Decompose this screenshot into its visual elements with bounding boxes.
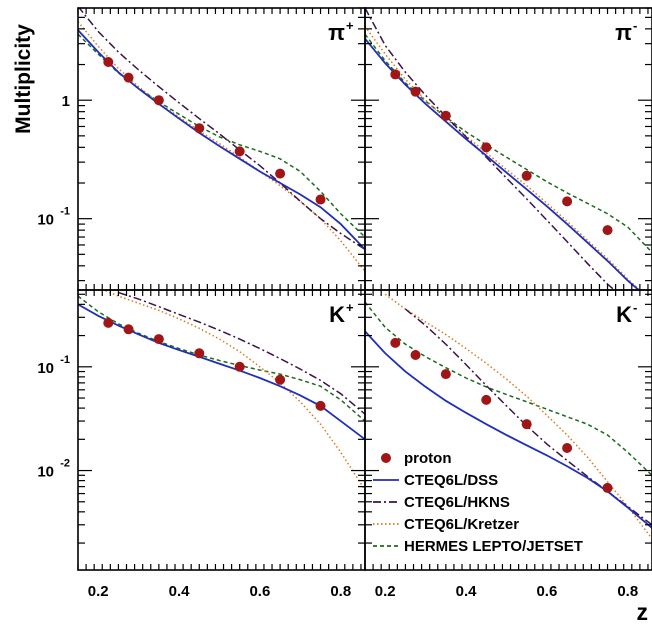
x-tick-label-1-3: 0.8 xyxy=(617,583,638,600)
k-plus-label: K xyxy=(329,302,345,327)
k-minus-point-4 xyxy=(521,419,532,430)
x-tick-label-0-1: 0.4 xyxy=(169,583,191,600)
pi-plus-label: π xyxy=(328,20,345,45)
legend-entry-hkns: CTEQ6L/HKNS xyxy=(373,494,510,511)
k-minus-point-5 xyxy=(562,442,573,453)
pi-minus-curve-dss xyxy=(365,38,641,290)
y-tick-label-0-1: 10 xyxy=(37,212,54,229)
k-plus-point-2 xyxy=(153,334,164,345)
legend-label-kretzer: CTEQ6L/Kretzer xyxy=(404,516,519,533)
pi-plus-point-3 xyxy=(194,123,205,134)
pi-plus-curve-dss xyxy=(78,29,365,251)
k-minus-point-0 xyxy=(390,337,401,348)
pi-minus-point-0 xyxy=(390,69,401,80)
axes-layer: 0.2 0.4 0.6 0.8 0.2 0.4 0.6 0.8 1 -1 10 -1 10 -2 10 xyxy=(37,7,652,600)
x-tick-label-1-0: 0.2 xyxy=(375,583,396,600)
panels-layer: π + π -K + K - xyxy=(78,8,652,540)
pi-minus-point-2 xyxy=(440,110,451,121)
x-tick-label-1-2: 0.6 xyxy=(536,583,557,600)
y-tick-label-0-0: 1 xyxy=(62,93,70,110)
y-tick-label-exp-0-1: -1 xyxy=(60,206,70,218)
panel-pi-plus xyxy=(78,8,365,272)
panel-k-minus xyxy=(365,293,652,540)
legend-entry-dss: CTEQ6L/DSS xyxy=(373,472,498,489)
legend-marker-proton xyxy=(381,453,391,463)
pi-plus-point-2 xyxy=(153,95,164,106)
pi-minus-curve-hermes xyxy=(365,33,652,253)
k-minus-curve-kretzer xyxy=(384,293,652,540)
pi-minus-point-5 xyxy=(562,196,573,207)
k-minus-label-sup: - xyxy=(633,300,637,315)
legend-label-dss: CTEQ6L/DSS xyxy=(404,472,498,489)
panel-frame-0-1 xyxy=(364,7,652,291)
legend-label-proton: proton xyxy=(404,450,451,467)
pi-minus-label-sup: - xyxy=(633,18,637,33)
k-minus-curve-hkns xyxy=(404,308,652,526)
k-plus-curve-hkns xyxy=(118,291,365,415)
k-minus-curve-hermes xyxy=(365,301,652,476)
k-plus-point-4 xyxy=(234,361,245,372)
legend-entry-hermes: HERMES LEPTO/JETSET xyxy=(373,538,583,555)
pi-minus-point-4 xyxy=(521,170,532,181)
legend-label-hkns: CTEQ6L/HKNS xyxy=(404,494,510,511)
k-minus-label: K xyxy=(616,302,632,327)
pi-plus-point-0 xyxy=(103,57,114,68)
panel-pi-minus xyxy=(365,8,652,290)
legend-label-hermes: HERMES LEPTO/JETSET xyxy=(404,538,583,555)
pi-minus-point-1 xyxy=(410,86,421,97)
pi-minus-point-3 xyxy=(481,142,492,153)
pi-plus-curve-kretzer xyxy=(78,21,365,272)
x-tick-label-1-1: 0.4 xyxy=(456,583,478,600)
k-minus-point-3 xyxy=(481,394,492,405)
panel-frame-1-0 xyxy=(77,289,366,571)
legend-entry-proton: proton xyxy=(381,450,451,467)
x-tick-label-0-3: 0.8 xyxy=(330,583,351,600)
k-minus-point-1 xyxy=(410,349,421,360)
k-minus-point-6 xyxy=(602,482,613,493)
pi-minus-curve-hkns xyxy=(365,8,616,290)
pi-minus-label: π xyxy=(615,20,632,45)
x-tick-label-0-0: 0.2 xyxy=(88,583,109,600)
pi-plus-point-4 xyxy=(234,146,245,157)
k-plus-point-1 xyxy=(123,324,134,335)
y-tick-label-exp-1-1: -2 xyxy=(60,458,70,470)
k-plus-point-3 xyxy=(194,348,205,359)
pi-plus-point-6 xyxy=(315,194,326,205)
pi-plus-label-sup: + xyxy=(346,18,354,33)
legend: proton CTEQ6L/DSS CTEQ6L/HKNS CTEQ6L/Kretze… xyxy=(373,450,583,555)
y-tick-label-1-1: 10 xyxy=(37,464,54,481)
pi-minus-curve-kretzer xyxy=(365,25,641,290)
y-tick-label-exp-1-0: -1 xyxy=(60,354,70,366)
x-tick-label-0-2: 0.6 xyxy=(249,583,270,600)
pi-plus-point-5 xyxy=(275,168,286,179)
pi-plus-curve-hkns xyxy=(78,8,365,251)
panel-frame-1-1 xyxy=(364,289,652,571)
y-axis-title: Multiplicity xyxy=(12,24,35,134)
k-plus-point-0 xyxy=(103,317,114,328)
panel-frame-0-0 xyxy=(77,7,366,291)
panel-k-plus xyxy=(78,290,365,491)
k-plus-point-5 xyxy=(275,374,286,385)
pi-minus-point-6 xyxy=(602,225,613,236)
k-plus-label-sup: + xyxy=(346,300,354,315)
k-minus-curve-dss xyxy=(365,330,652,529)
y-tick-label-1-0: 10 xyxy=(37,360,54,377)
k-minus-point-2 xyxy=(440,369,451,380)
legend-entry-kretzer: CTEQ6L/Kretzer xyxy=(373,516,519,533)
pi-plus-point-1 xyxy=(123,72,134,83)
x-axis-title: z xyxy=(637,599,649,625)
k-plus-point-6 xyxy=(315,400,326,411)
